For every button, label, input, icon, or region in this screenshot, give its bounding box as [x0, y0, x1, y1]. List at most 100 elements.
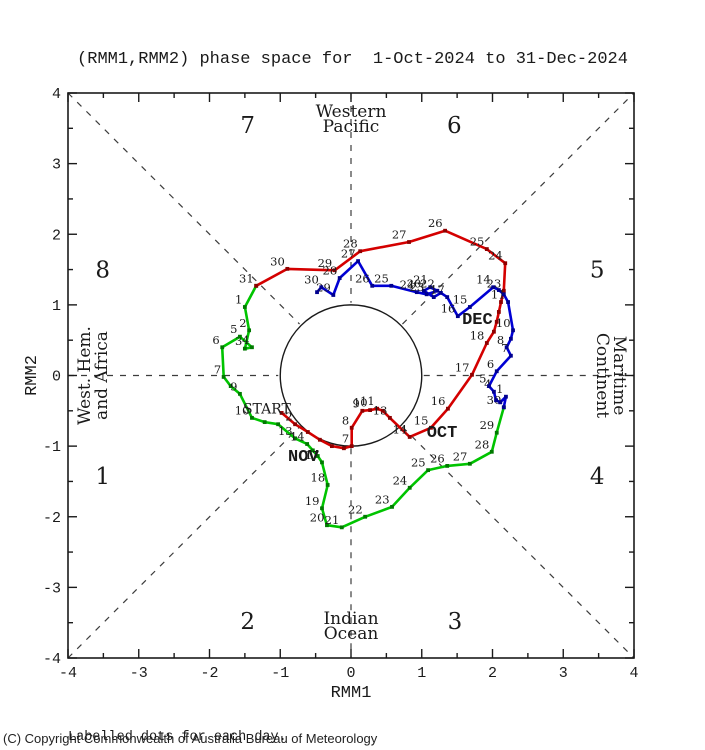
dec-day-label: 21: [413, 273, 428, 287]
dec-day-dot: [508, 336, 513, 341]
x-tick-label: 1: [417, 665, 426, 682]
oct-day-label: 13: [373, 403, 388, 417]
dec-day-label: 7: [501, 341, 508, 355]
dec-day-label: 30: [304, 273, 319, 287]
oct-day-label: 30: [270, 254, 285, 268]
region-label-left: West. Hem.: [75, 326, 95, 425]
oct-day-dot: [332, 268, 337, 273]
oct-day-dot: [499, 300, 503, 304]
dec-day-dot: [504, 345, 509, 350]
region-label-right: Maritime: [609, 336, 629, 416]
legend-notes: Labelled dots for each day. Blue line is…: [68, 688, 595, 750]
nov-day-label: 7: [214, 362, 221, 376]
dec-day-label: 29: [316, 280, 331, 294]
y-axis-label: RMM2: [23, 355, 42, 396]
nov-day-dot: [305, 442, 310, 446]
oct-day-label: 26: [428, 216, 443, 230]
nov-day-dot: [262, 420, 267, 425]
oct-day-dot: [496, 310, 501, 314]
dec-day-dot: [315, 290, 319, 295]
x-tick-label: 2: [488, 665, 497, 682]
oct-day-label: 2: [285, 410, 292, 424]
oct-day-dot: [342, 446, 346, 451]
x-tick-label: -2: [200, 665, 218, 682]
dec-day-label: 23: [410, 280, 425, 294]
y-tick-label: -3: [43, 580, 61, 597]
oct-day-label: 25: [470, 235, 485, 249]
oct-day-dot: [494, 319, 499, 324]
oct-day-dot: [279, 411, 284, 415]
y-tick-label: 0: [52, 369, 61, 386]
nov-day-dot: [407, 485, 412, 490]
nov-day-label: 21: [325, 513, 340, 527]
nov-day-dot: [250, 415, 254, 420]
dec-day-label: 1: [496, 382, 503, 396]
oct-day-dot: [407, 435, 412, 439]
nov-day-label: 30: [487, 393, 502, 407]
oct-day-label: 11: [360, 394, 375, 408]
nov-day-dot: [494, 430, 499, 435]
dec-day-dot: [319, 285, 324, 290]
dec-day-dot: [331, 293, 336, 297]
oct-day-dot: [349, 444, 354, 449]
oct-day-label: 16: [431, 394, 446, 408]
oct-day-dot: [501, 288, 506, 293]
nov-day-label: 3: [235, 334, 242, 348]
dec-day-label: 28: [323, 264, 338, 278]
x-tick-label: 0: [346, 665, 355, 682]
nov-day-dot: [489, 449, 494, 454]
oct-day-label: 24: [488, 249, 503, 263]
oct-day-dot: [503, 261, 508, 266]
nov-day-label: 5: [230, 322, 237, 336]
oct-day-dot: [349, 425, 354, 430]
x-tick-label: 4: [629, 665, 638, 682]
nov-day-label: 18: [311, 470, 326, 484]
dec-day-label: 11: [491, 288, 506, 302]
dec-day-dot: [496, 288, 501, 292]
nov-day-dot: [293, 436, 298, 441]
nov-day-dot: [220, 345, 225, 350]
oct-day-label: 9: [352, 396, 359, 410]
dec-day-label: 25: [374, 271, 389, 285]
dec-day-dot: [455, 314, 460, 319]
dec-day-dot: [504, 394, 508, 399]
annotation-start: START: [243, 401, 292, 417]
dec-day-dot: [445, 295, 450, 300]
y-tick-label: -4: [43, 651, 61, 668]
nov-day-dot: [363, 514, 368, 519]
nov-day-label: 14: [290, 430, 305, 444]
nov-day-dot: [221, 375, 226, 379]
y-tick-label: 1: [52, 298, 61, 315]
oct-day-dot: [407, 240, 411, 244]
oct-day-dot: [329, 444, 334, 449]
dec-day-dot: [508, 353, 513, 358]
dec-day-label: 20: [407, 276, 422, 290]
legend-note-dots: Labelled dots for each day.: [68, 730, 287, 745]
phase-number-7: 7: [240, 113, 255, 139]
oct-day-label: 17: [455, 360, 470, 374]
oct-day-label: 8: [342, 413, 349, 427]
oct-day-dot: [429, 425, 433, 430]
nov-day-dot: [247, 328, 252, 333]
oct-day-dot: [388, 415, 392, 420]
dec-day-label: 22: [420, 276, 435, 290]
region-label-top: Western: [316, 102, 387, 122]
dec-day-dot: [491, 285, 496, 290]
oct-day-dot: [317, 437, 322, 442]
dec-day-dot: [389, 283, 394, 288]
oct-day-label: 28: [343, 237, 358, 251]
oct-day-label: 18: [470, 329, 485, 343]
nov-day-label: 29: [480, 418, 495, 432]
dec-day-dot: [438, 290, 443, 295]
dec-day-dot: [487, 384, 491, 388]
dec-day-dot: [492, 389, 496, 394]
nov-day-label: 25: [411, 456, 426, 470]
dec-day-label: 14: [476, 273, 491, 287]
dec-day-dot: [414, 290, 419, 295]
nov-day-label: 6: [212, 333, 219, 347]
y-tick-label: 2: [52, 227, 61, 244]
y-tick-label: 3: [52, 157, 61, 174]
dec-day-dot: [501, 405, 506, 410]
